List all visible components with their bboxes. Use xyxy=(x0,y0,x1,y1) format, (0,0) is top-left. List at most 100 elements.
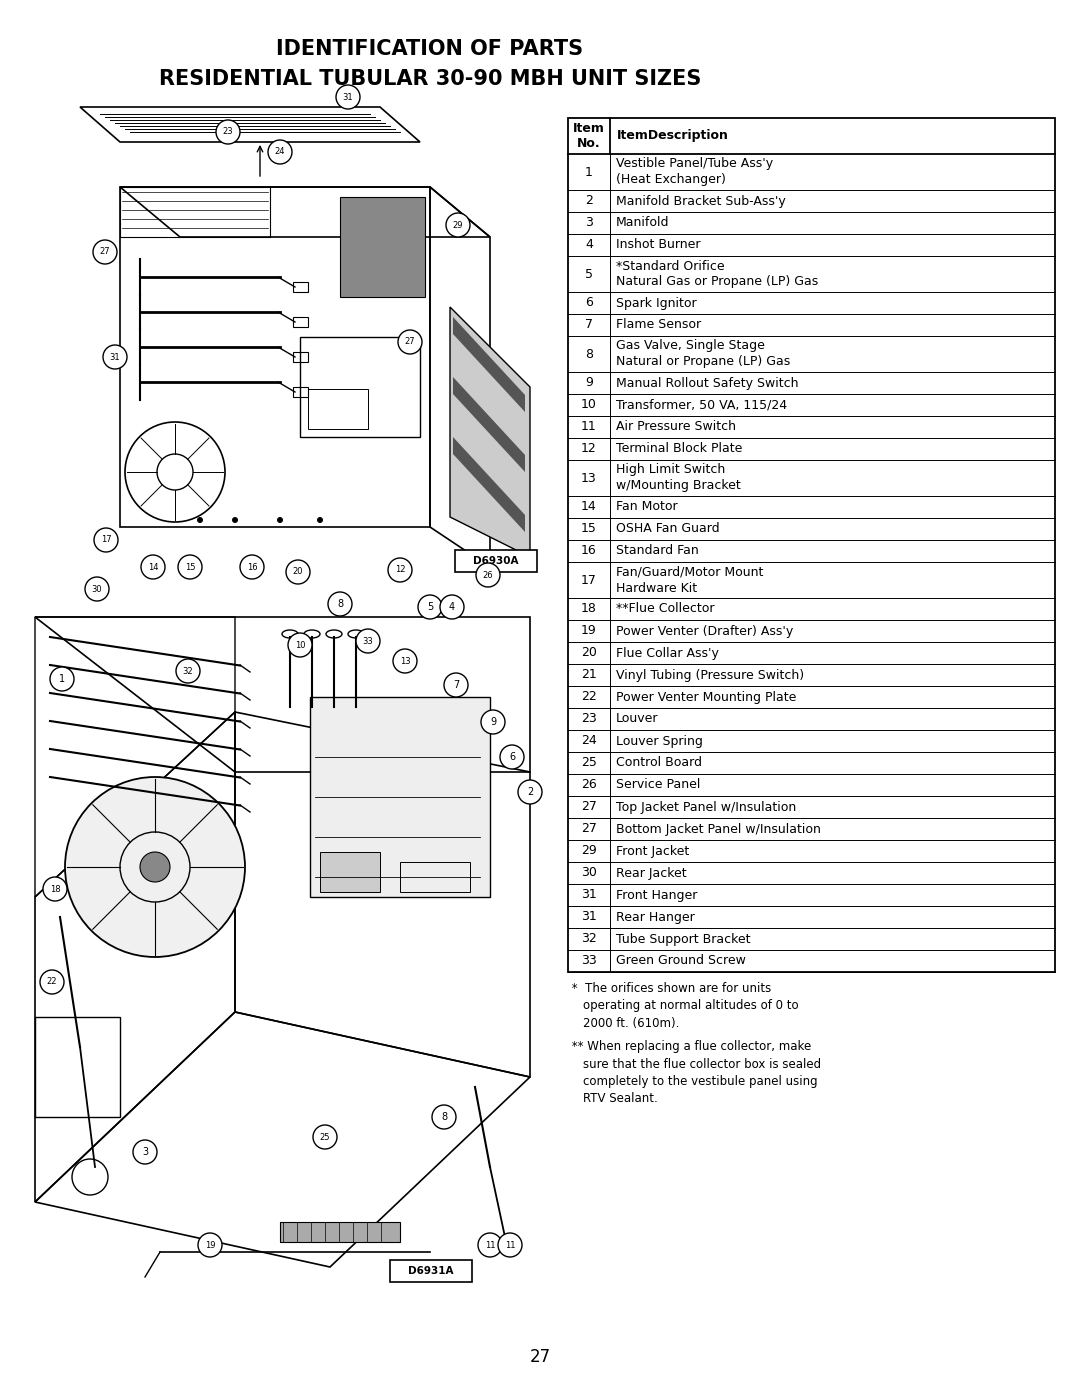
Text: 26: 26 xyxy=(483,570,494,580)
Text: Vestible Panel/Tube Ass'y
(Heat Exchanger): Vestible Panel/Tube Ass'y (Heat Exchange… xyxy=(616,158,773,187)
Circle shape xyxy=(176,659,200,683)
Text: ItemDescription: ItemDescription xyxy=(617,130,729,142)
Text: 23: 23 xyxy=(581,712,597,725)
Text: 27: 27 xyxy=(581,800,597,813)
Text: 8: 8 xyxy=(585,348,593,360)
Text: IDENTIFICATION OF PARTS: IDENTIFICATION OF PARTS xyxy=(276,39,583,59)
Text: 17: 17 xyxy=(100,535,111,545)
Bar xyxy=(400,862,470,893)
Bar xyxy=(293,317,308,327)
Text: *Standard Orifice
Natural Gas or Propane (LP) Gas: *Standard Orifice Natural Gas or Propane… xyxy=(616,260,819,289)
Text: **Flue Collector: **Flue Collector xyxy=(616,602,715,616)
Text: 31: 31 xyxy=(581,888,597,901)
Circle shape xyxy=(288,633,312,657)
Circle shape xyxy=(94,528,118,552)
Circle shape xyxy=(43,877,67,901)
Text: 31: 31 xyxy=(581,911,597,923)
Text: 8: 8 xyxy=(441,1112,447,1122)
Circle shape xyxy=(328,592,352,616)
Text: Inshot Burner: Inshot Burner xyxy=(616,239,701,251)
Text: Green Ground Screw: Green Ground Screw xyxy=(616,954,746,968)
Text: 5: 5 xyxy=(585,267,593,281)
Text: Flame Sensor: Flame Sensor xyxy=(616,319,701,331)
Text: Terminal Block Plate: Terminal Block Plate xyxy=(616,443,742,455)
Circle shape xyxy=(40,970,64,995)
Circle shape xyxy=(500,745,524,768)
Circle shape xyxy=(197,517,203,522)
Circle shape xyxy=(240,555,264,578)
Bar xyxy=(340,197,426,298)
Text: 6: 6 xyxy=(509,752,515,761)
Text: 18: 18 xyxy=(50,884,60,894)
Text: 4: 4 xyxy=(585,239,593,251)
Text: 14: 14 xyxy=(148,563,159,571)
Text: 11: 11 xyxy=(504,1241,515,1249)
Text: 20: 20 xyxy=(293,567,303,577)
Circle shape xyxy=(498,1234,522,1257)
Text: *  The orifices shown are for units
    operating at normal altitudes of 0 to
  : * The orifices shown are for units opera… xyxy=(568,982,798,1030)
Text: 21: 21 xyxy=(581,669,597,682)
Polygon shape xyxy=(453,377,525,472)
Text: Fan/Guard/Motor Mount
Hardware Kit: Fan/Guard/Motor Mount Hardware Kit xyxy=(616,566,764,595)
Circle shape xyxy=(446,212,470,237)
Text: 13: 13 xyxy=(581,472,597,485)
Text: Louver Spring: Louver Spring xyxy=(616,735,703,747)
Text: 30: 30 xyxy=(92,584,103,594)
Text: Manifold: Manifold xyxy=(616,217,670,229)
Text: D6930A: D6930A xyxy=(473,556,518,566)
Polygon shape xyxy=(453,437,525,532)
Text: 30: 30 xyxy=(581,866,597,880)
Text: 25: 25 xyxy=(320,1133,330,1141)
Bar xyxy=(280,1222,400,1242)
Circle shape xyxy=(432,1105,456,1129)
Text: 18: 18 xyxy=(581,602,597,616)
Text: 15: 15 xyxy=(185,563,195,571)
Circle shape xyxy=(198,1234,222,1257)
Text: Control Board: Control Board xyxy=(616,757,702,770)
Bar xyxy=(568,117,1055,972)
Text: High Limit Switch
w/Mounting Bracket: High Limit Switch w/Mounting Bracket xyxy=(616,464,741,493)
Text: Front Jacket: Front Jacket xyxy=(616,845,689,858)
Text: Air Pressure Switch: Air Pressure Switch xyxy=(616,420,735,433)
Text: Rear Hanger: Rear Hanger xyxy=(616,911,694,923)
Text: 2: 2 xyxy=(585,194,593,208)
Circle shape xyxy=(65,777,245,957)
Circle shape xyxy=(440,595,464,619)
Circle shape xyxy=(313,1125,337,1148)
Bar xyxy=(320,852,380,893)
Text: Front Hanger: Front Hanger xyxy=(616,888,698,901)
Circle shape xyxy=(356,629,380,652)
Text: 1: 1 xyxy=(585,165,593,179)
Text: 12: 12 xyxy=(581,443,597,455)
Circle shape xyxy=(103,345,127,369)
Text: Standard Fan: Standard Fan xyxy=(616,545,699,557)
Text: 14: 14 xyxy=(581,500,597,514)
Circle shape xyxy=(268,140,292,163)
Circle shape xyxy=(50,666,75,692)
Circle shape xyxy=(481,710,505,733)
Text: Fan Motor: Fan Motor xyxy=(616,500,677,514)
Circle shape xyxy=(418,595,442,619)
Circle shape xyxy=(336,85,360,109)
Text: 32: 32 xyxy=(183,666,193,676)
Text: 1: 1 xyxy=(59,673,65,685)
Circle shape xyxy=(93,240,117,264)
Text: 19: 19 xyxy=(581,624,597,637)
Text: Item
No.: Item No. xyxy=(573,122,605,149)
Text: RESIDENTIAL TUBULAR 30-90 MBH UNIT SIZES: RESIDENTIAL TUBULAR 30-90 MBH UNIT SIZES xyxy=(159,68,701,89)
Text: Bottom Jacket Panel w/Insulation: Bottom Jacket Panel w/Insulation xyxy=(616,823,821,835)
Text: 3: 3 xyxy=(585,217,593,229)
Text: 22: 22 xyxy=(581,690,597,704)
Text: 15: 15 xyxy=(581,522,597,535)
Circle shape xyxy=(85,577,109,601)
Polygon shape xyxy=(450,307,530,557)
Text: 19: 19 xyxy=(205,1241,215,1249)
Circle shape xyxy=(399,330,422,353)
Text: 11: 11 xyxy=(485,1241,496,1249)
Text: 27: 27 xyxy=(99,247,110,257)
Text: 2: 2 xyxy=(527,787,534,798)
Text: 16: 16 xyxy=(246,563,257,571)
Text: 7: 7 xyxy=(453,680,459,690)
Text: Tube Support Bracket: Tube Support Bracket xyxy=(616,933,751,946)
Circle shape xyxy=(388,557,411,583)
